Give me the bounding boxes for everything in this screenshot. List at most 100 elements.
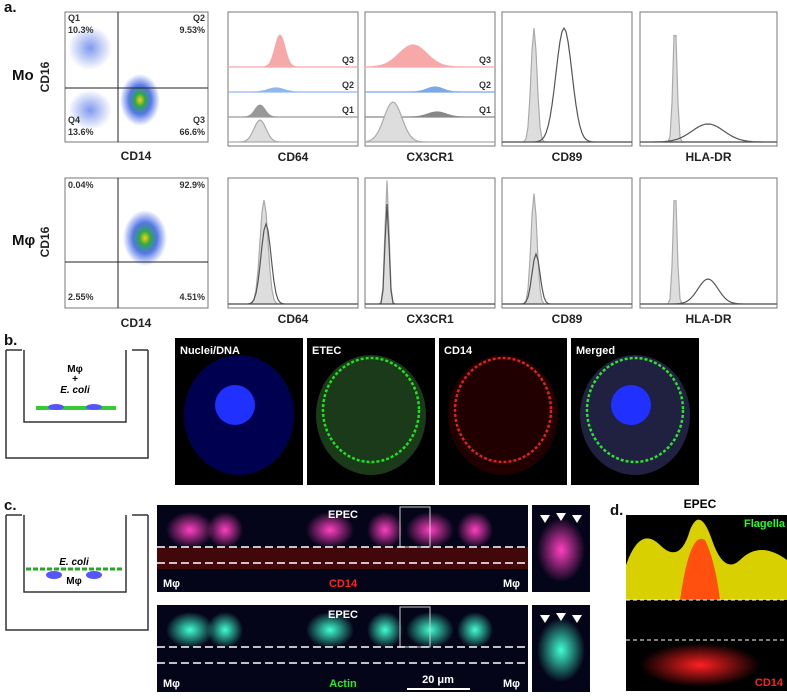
histogram-curve — [228, 199, 358, 305]
histogram-frame — [501, 177, 633, 309]
gate-label: Q1 — [479, 105, 491, 115]
gate-label: Q2 — [342, 80, 354, 90]
histogram-curve — [502, 193, 632, 305]
stain-label: Flagella — [744, 518, 786, 530]
marker-label: CD64 — [278, 150, 309, 164]
cd14-signal — [157, 547, 528, 569]
strip-label: EPEC — [328, 509, 358, 521]
quadrant-name: Q1 — [68, 13, 80, 23]
bacteria-signal — [207, 612, 243, 648]
marker-label: CD89 — [552, 312, 583, 326]
image-label: CD14 — [444, 345, 473, 357]
cell-label: Mφ — [503, 578, 520, 590]
histogram-curve — [364, 101, 495, 143]
scale-label: 20 μm — [422, 674, 454, 686]
quadrant-value: 4.51% — [179, 292, 205, 302]
cell-label: Mφ — [163, 678, 180, 690]
well-diagram — [5, 514, 149, 631]
stain-outline — [585, 356, 685, 464]
arrowhead — [572, 615, 582, 623]
x-axis-label: CD14 — [121, 149, 152, 163]
bacteria-signal — [306, 512, 354, 548]
gate-label: Q3 — [342, 55, 354, 65]
density — [68, 90, 112, 130]
histogram-curve — [364, 44, 495, 68]
bacteria-signal — [207, 512, 243, 548]
bacteria-signal — [306, 612, 354, 648]
cell — [86, 571, 102, 579]
bacteria-signal — [367, 612, 403, 648]
panel-label: a. — [4, 0, 17, 16]
plot-frame — [64, 11, 209, 143]
histogram-curve — [228, 87, 358, 93]
arrowhead — [540, 615, 550, 623]
stain-label: CD14 — [755, 677, 784, 689]
x-axis-label: CD14 — [121, 316, 152, 330]
cell-label: Mφ — [163, 578, 180, 590]
marker-label: CX3CR1 — [406, 312, 454, 326]
density — [120, 74, 160, 126]
density — [68, 26, 112, 70]
bacteria-signal — [367, 512, 403, 548]
histogram-curve — [365, 86, 495, 93]
quadrant-value: 9.53% — [179, 25, 205, 35]
cell — [46, 571, 62, 579]
marker-label: CD89 — [552, 150, 583, 164]
histogram-curve — [640, 200, 777, 305]
inset-signal — [537, 518, 585, 582]
histogram-frame — [501, 11, 633, 147]
image-title: EPEC — [684, 497, 717, 511]
marker-label: HLA-DR — [686, 312, 732, 326]
histogram-curve — [365, 203, 495, 305]
histogram-frame — [364, 177, 496, 309]
quadrant-name: Q4 — [68, 115, 80, 125]
histogram-curve — [502, 28, 632, 143]
arrowhead — [540, 515, 550, 523]
quadrant-value: 10.3% — [68, 25, 94, 35]
histogram-curve — [228, 104, 358, 118]
histogram-curve — [228, 34, 358, 68]
image-label: ETEC — [312, 345, 341, 357]
histogram-curve — [502, 252, 632, 305]
panel-label: b. — [4, 332, 17, 349]
bacteria-signal — [457, 612, 493, 648]
y-axis-label: CD16 — [38, 61, 52, 92]
stain-label: Actin — [329, 678, 357, 690]
quadrant-value: 66.6% — [179, 127, 205, 137]
gate-label: Q1 — [342, 105, 354, 115]
histogram-frame — [227, 11, 359, 147]
arrowhead — [556, 613, 566, 621]
image-label: Merged — [576, 345, 615, 357]
histogram-frame — [639, 11, 778, 147]
row-label: Mφ — [12, 232, 35, 249]
marker-label: HLA-DR — [686, 150, 732, 164]
stain-outline — [321, 356, 421, 464]
histogram-curve — [228, 222, 358, 305]
histogram-frame — [227, 177, 359, 309]
cell — [86, 404, 102, 410]
histogram-curve — [502, 26, 632, 143]
gate-label: Q2 — [479, 80, 491, 90]
histogram-frame — [364, 11, 496, 147]
well-diagram — [5, 349, 149, 459]
stain-outline — [453, 356, 553, 464]
cell-signal — [448, 355, 558, 475]
diagram-label: E. coli — [59, 557, 89, 568]
histogram-curve — [228, 119, 358, 143]
nucleus — [215, 385, 255, 425]
cell-signal — [316, 355, 426, 475]
density — [123, 210, 167, 266]
panel-label: d. — [610, 502, 623, 519]
diagram-label: E. coli — [60, 385, 90, 396]
y-axis-label: CD16 — [38, 226, 52, 257]
overlap-signal — [680, 538, 720, 600]
diagram-label: + — [72, 374, 78, 385]
cell — [48, 404, 64, 410]
arrowhead — [556, 513, 566, 521]
marker-label: CX3CR1 — [406, 150, 454, 164]
cell-label: Mφ — [503, 678, 520, 690]
diagram-label: Mφ — [67, 364, 82, 375]
diagram-label: Mφ — [66, 576, 81, 587]
quadrant-name: Q3 — [193, 115, 205, 125]
